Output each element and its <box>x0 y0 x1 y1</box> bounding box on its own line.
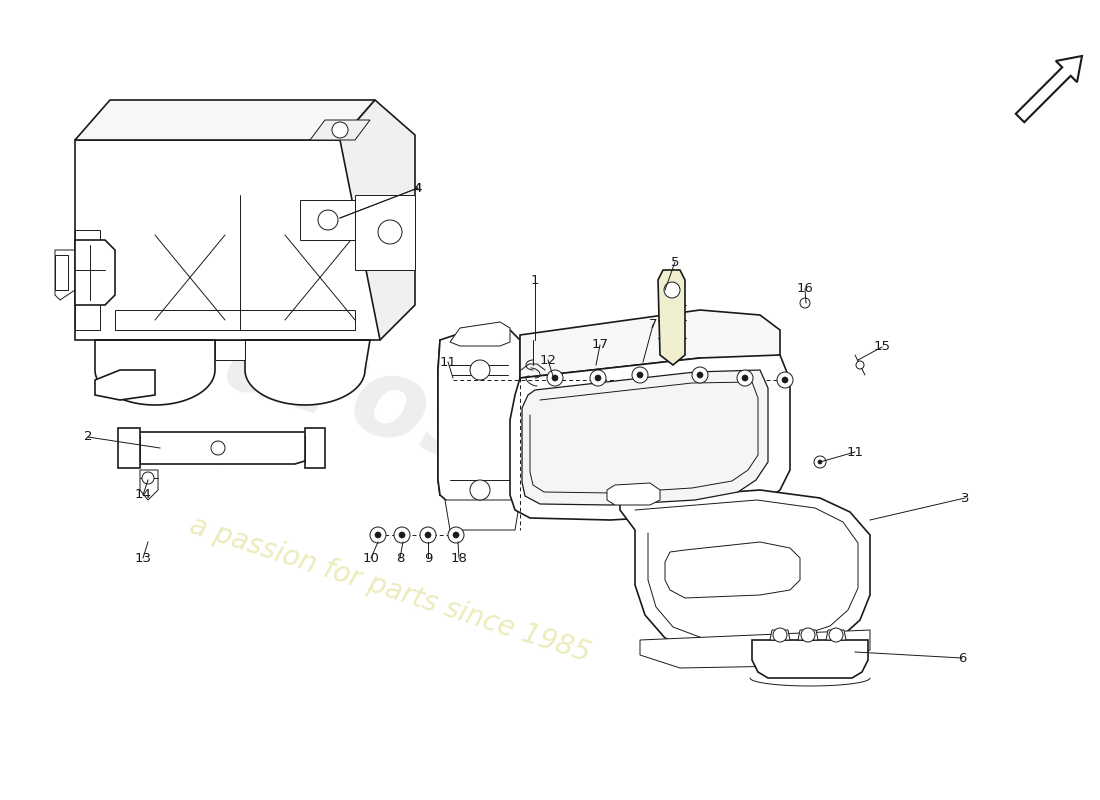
Polygon shape <box>620 490 870 655</box>
Polygon shape <box>450 322 510 346</box>
Text: 4: 4 <box>414 182 422 194</box>
Circle shape <box>692 367 708 383</box>
Circle shape <box>856 361 864 369</box>
Circle shape <box>829 628 843 642</box>
Circle shape <box>332 122 348 138</box>
Circle shape <box>552 375 558 381</box>
Circle shape <box>378 220 402 244</box>
Circle shape <box>399 532 405 538</box>
Polygon shape <box>118 428 140 468</box>
Text: 6: 6 <box>958 651 966 665</box>
Polygon shape <box>245 340 370 405</box>
Circle shape <box>800 298 810 308</box>
Text: 9: 9 <box>424 551 432 565</box>
Circle shape <box>801 628 815 642</box>
Circle shape <box>375 532 381 538</box>
Text: 8: 8 <box>396 551 404 565</box>
Polygon shape <box>75 230 100 330</box>
Polygon shape <box>75 240 116 305</box>
Text: 10: 10 <box>363 551 379 565</box>
Polygon shape <box>55 250 75 300</box>
Polygon shape <box>752 640 868 678</box>
Circle shape <box>818 460 822 464</box>
Polygon shape <box>446 500 520 530</box>
Circle shape <box>394 527 410 543</box>
Polygon shape <box>666 542 800 598</box>
Circle shape <box>318 210 338 230</box>
Circle shape <box>547 370 563 386</box>
Polygon shape <box>75 140 380 340</box>
Circle shape <box>782 377 788 383</box>
Circle shape <box>470 360 490 380</box>
Polygon shape <box>140 470 158 500</box>
Polygon shape <box>640 630 870 668</box>
Text: 12: 12 <box>539 354 557 366</box>
Text: 5: 5 <box>671 255 680 269</box>
Text: 11: 11 <box>847 446 864 458</box>
Polygon shape <box>55 255 68 290</box>
Polygon shape <box>310 120 370 140</box>
FancyArrow shape <box>1015 56 1082 122</box>
Circle shape <box>448 527 464 543</box>
Circle shape <box>637 372 644 378</box>
Circle shape <box>420 527 436 543</box>
Circle shape <box>470 480 490 500</box>
Polygon shape <box>798 630 818 640</box>
Polygon shape <box>340 100 415 340</box>
Circle shape <box>632 367 648 383</box>
Circle shape <box>595 375 601 381</box>
Circle shape <box>590 370 606 386</box>
Polygon shape <box>770 630 790 640</box>
Text: 13: 13 <box>134 551 152 565</box>
Text: 11: 11 <box>440 355 456 369</box>
Circle shape <box>737 370 754 386</box>
Circle shape <box>425 532 431 538</box>
Text: 15: 15 <box>873 341 891 354</box>
Text: eurospares: eurospares <box>140 281 840 599</box>
Circle shape <box>211 441 226 455</box>
Text: 4: 4 <box>414 182 422 194</box>
Text: 18: 18 <box>451 551 468 565</box>
Text: 1: 1 <box>530 274 539 286</box>
Polygon shape <box>752 640 760 672</box>
Polygon shape <box>826 630 846 640</box>
Circle shape <box>814 456 826 468</box>
Polygon shape <box>510 355 790 520</box>
Circle shape <box>697 372 703 378</box>
Text: 16: 16 <box>796 282 813 295</box>
Polygon shape <box>438 340 520 495</box>
Circle shape <box>773 628 786 642</box>
Circle shape <box>370 527 386 543</box>
Circle shape <box>453 532 459 538</box>
Text: 2: 2 <box>84 430 92 443</box>
Text: 3: 3 <box>960 491 969 505</box>
Polygon shape <box>300 200 355 240</box>
Polygon shape <box>520 310 780 378</box>
Polygon shape <box>95 370 155 400</box>
Polygon shape <box>658 270 685 365</box>
Polygon shape <box>95 340 214 405</box>
Polygon shape <box>305 428 324 468</box>
Text: a passion for parts since 1985: a passion for parts since 1985 <box>186 512 594 668</box>
Text: 7: 7 <box>649 318 658 331</box>
Polygon shape <box>438 328 520 522</box>
Circle shape <box>777 372 793 388</box>
Text: 17: 17 <box>592 338 608 351</box>
Polygon shape <box>522 370 768 505</box>
Polygon shape <box>124 432 315 464</box>
Polygon shape <box>355 195 415 270</box>
Text: 14: 14 <box>134 489 152 502</box>
Circle shape <box>742 375 748 381</box>
Polygon shape <box>607 483 660 505</box>
Polygon shape <box>214 340 245 360</box>
Polygon shape <box>75 100 375 140</box>
Circle shape <box>664 282 680 298</box>
Polygon shape <box>116 310 355 330</box>
Circle shape <box>142 472 154 484</box>
